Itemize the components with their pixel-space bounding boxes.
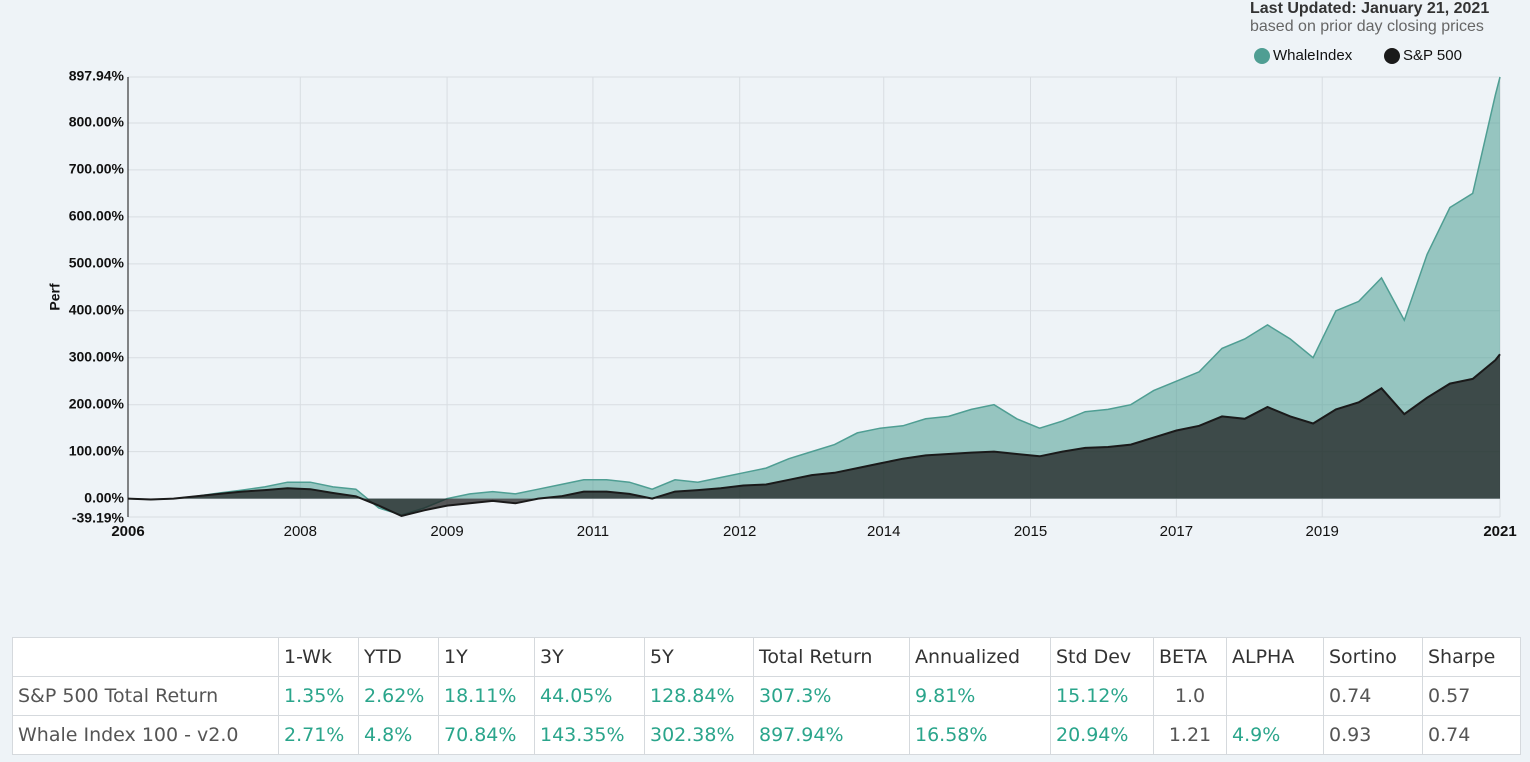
- column-header: Sharpe: [1422, 637, 1521, 677]
- table-cell: 16.58%: [909, 715, 1051, 755]
- legend-swatch: [1254, 48, 1270, 64]
- table-cell: 18.11%: [438, 676, 535, 716]
- table-cell: 143.35%: [534, 715, 645, 755]
- row-label: S&P 500 Total Return: [12, 676, 279, 716]
- table-cell: 0.57: [1422, 676, 1521, 716]
- table-cell: 1.21: [1153, 715, 1227, 755]
- column-header: ALPHA: [1226, 637, 1324, 677]
- area: [128, 77, 1500, 515]
- x-tick-label: 2021: [1483, 523, 1516, 540]
- table-cell: 0.74: [1422, 715, 1521, 755]
- y-tick-label: 400.00%: [69, 301, 125, 317]
- table-cell: 1.0: [1153, 676, 1227, 716]
- column-header: Std Dev: [1050, 637, 1154, 677]
- table-cell: [1226, 676, 1324, 716]
- y-tick-label: 100.00%: [69, 442, 125, 458]
- table-row: Whale Index 100 - v2.0 2.71% 4.8% 70.84% 143…: [12, 715, 1521, 755]
- x-tick-label: 2014: [867, 523, 900, 540]
- x-tick-label: 2009: [430, 523, 463, 540]
- y-tick-label: 600.00%: [69, 208, 125, 224]
- table-cell: 128.84%: [644, 676, 754, 716]
- y-tick-label: 897.94%: [69, 68, 125, 84]
- x-tick-label: 2011: [577, 523, 609, 540]
- column-header: BETA: [1153, 637, 1227, 677]
- table-cell: 0.74: [1323, 676, 1423, 716]
- performance-table: 1-Wk YTD 1Y 3Y 5Y Total Return Annualized Std D…: [12, 637, 1521, 755]
- x-tick-label: 2006: [111, 523, 144, 540]
- table-cell: 70.84%: [438, 715, 535, 755]
- legend-swatch: [1384, 48, 1400, 64]
- line: [127, 353, 1501, 518]
- y-tick-label: 500.00%: [69, 255, 125, 271]
- table-row: S&P 500 Total Return 1.35% 2.62% 18.11% 44.0…: [12, 676, 1521, 716]
- y-tick-label: 0.00%: [84, 489, 124, 505]
- x-tick-label: 2008: [284, 523, 317, 540]
- row-label: Whale Index 100 - v2.0: [12, 715, 279, 755]
- x-tick-label: 2017: [1160, 523, 1193, 540]
- column-header: Sortino: [1323, 637, 1423, 677]
- column-header: 1-Wk: [278, 637, 359, 677]
- legend-label: S&P 500: [1403, 47, 1462, 64]
- table-cell: 44.05%: [534, 676, 645, 716]
- table-cell: 15.12%: [1050, 676, 1154, 716]
- updated-note: based on prior day closing prices: [1250, 18, 1484, 35]
- table-cell: 9.81%: [909, 676, 1051, 716]
- corner-cell: [12, 637, 279, 677]
- x-tick-label: 2015: [1014, 523, 1047, 540]
- table-cell: 4.8%: [358, 715, 439, 755]
- table-cell: 307.3%: [753, 676, 910, 716]
- table-cell: 4.9%: [1226, 715, 1324, 755]
- column-header: 3Y: [534, 637, 645, 677]
- header-row: 1-Wk YTD 1Y 3Y 5Y Total Return Annualized Std D…: [12, 637, 1521, 677]
- table-cell: 1.35%: [278, 676, 359, 716]
- y-tick-label: 200.00%: [69, 395, 125, 411]
- chart: Last Updated: January 21, 2021 based on …: [47, 0, 1517, 540]
- column-header: Total Return: [753, 637, 910, 677]
- table-cell: 897.94%: [753, 715, 910, 755]
- y-tick-label: 700.00%: [69, 161, 125, 177]
- last-updated: Last Updated: January 21, 2021: [1250, 0, 1489, 17]
- table-cell: 2.62%: [358, 676, 439, 716]
- legend-label: WhaleIndex: [1273, 47, 1353, 64]
- column-header: 1Y: [438, 637, 535, 677]
- column-header: YTD: [358, 637, 439, 677]
- y-tick-label: -39.19%: [72, 510, 125, 526]
- y-tick-label: 800.00%: [69, 114, 125, 130]
- x-tick-label: 2019: [1306, 523, 1339, 540]
- y-axis-label: Perf: [47, 283, 63, 311]
- column-header: Annualized: [909, 637, 1051, 677]
- column-header: 5Y: [644, 637, 754, 677]
- table-cell: 2.71%: [278, 715, 359, 755]
- table-cell: 302.38%: [644, 715, 754, 755]
- area: [128, 354, 1500, 516]
- table-cell: 0.93: [1323, 715, 1423, 755]
- table-body: S&P 500 Total Return 1.35% 2.62% 18.11% 44.0…: [12, 676, 1521, 755]
- y-tick-label: 300.00%: [69, 348, 125, 364]
- x-tick-label: 2012: [723, 523, 756, 540]
- line: [127, 76, 1501, 516]
- table-cell: 20.94%: [1050, 715, 1154, 755]
